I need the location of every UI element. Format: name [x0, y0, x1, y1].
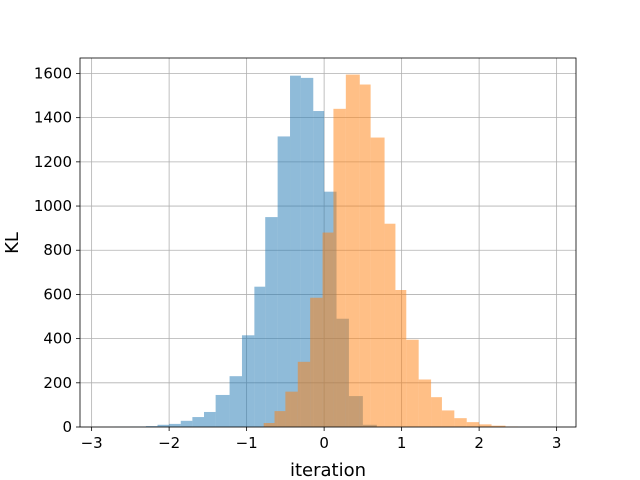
- y-tick-label: 1000: [34, 197, 72, 215]
- histogram-bar: [204, 411, 216, 427]
- y-tick-label: 1400: [34, 109, 72, 127]
- x-tick-label: 0: [319, 434, 329, 452]
- histogram-bar: [274, 411, 286, 427]
- histogram-bar: [310, 297, 323, 427]
- histogram-bar: [454, 418, 467, 427]
- histogram-bar: [418, 379, 432, 427]
- y-tick-label: 800: [43, 241, 72, 259]
- histogram-bar: [290, 75, 301, 428]
- histogram-bar: [313, 111, 325, 427]
- histogram-bar: [263, 423, 275, 427]
- y-tick-label: 200: [43, 374, 72, 392]
- histogram-bar: [491, 425, 506, 427]
- histogram-bar: [215, 394, 230, 427]
- y-tick-label: 1600: [34, 64, 72, 82]
- histogram-bar: [466, 422, 480, 427]
- histogram-bar: [145, 426, 158, 427]
- histogram-bar: [254, 286, 266, 427]
- x-tick-label: −3: [81, 434, 103, 452]
- y-axis: 0 200 400 600 800 1000 1200 1400 1600: [34, 64, 80, 436]
- histogram-bar: [431, 397, 442, 427]
- histogram-bar: [322, 232, 334, 427]
- histogram-bar: [395, 290, 407, 427]
- histogram-bar: [479, 424, 492, 427]
- histogram-bar: [192, 417, 204, 427]
- histogram-bar: [265, 217, 278, 427]
- histogram-bar: [406, 339, 419, 427]
- histogram-bar: [277, 136, 291, 427]
- histogram-bar: [345, 74, 360, 428]
- series-2: [263, 74, 518, 428]
- x-tick-label: 2: [474, 434, 484, 452]
- histogram-bar: [169, 423, 181, 427]
- y-tick-label: 400: [43, 330, 72, 348]
- histogram-bar: [229, 376, 242, 427]
- x-axis: −3 −2 −1 0 1 2 3: [81, 427, 562, 452]
- histogram-bar: [241, 335, 255, 427]
- y-axis-label: KL: [2, 232, 23, 254]
- histogram-bar: [297, 361, 311, 427]
- histogram-bar: [333, 108, 346, 427]
- histogram-bar: [370, 137, 385, 427]
- y-tick-label: 1200: [34, 153, 72, 171]
- plot-frame: [79, 57, 577, 428]
- x-tick-label: 3: [552, 434, 562, 452]
- x-tick-label: −2: [158, 434, 180, 452]
- histogram-bar: [441, 410, 455, 427]
- histogram-bar: [180, 420, 193, 427]
- histogram-bar: [359, 84, 371, 428]
- x-tick-label: 1: [397, 434, 407, 452]
- y-tick-label: 600: [43, 285, 72, 303]
- histogram-bar: [285, 391, 298, 427]
- x-tick-label: −1: [236, 434, 258, 452]
- histogram-bars: [114, 74, 518, 428]
- histogram-bar: [384, 223, 396, 427]
- histogram-bar: [157, 424, 170, 427]
- y-tick-label: 0: [62, 418, 72, 436]
- x-axis-label: iteration: [290, 460, 366, 480]
